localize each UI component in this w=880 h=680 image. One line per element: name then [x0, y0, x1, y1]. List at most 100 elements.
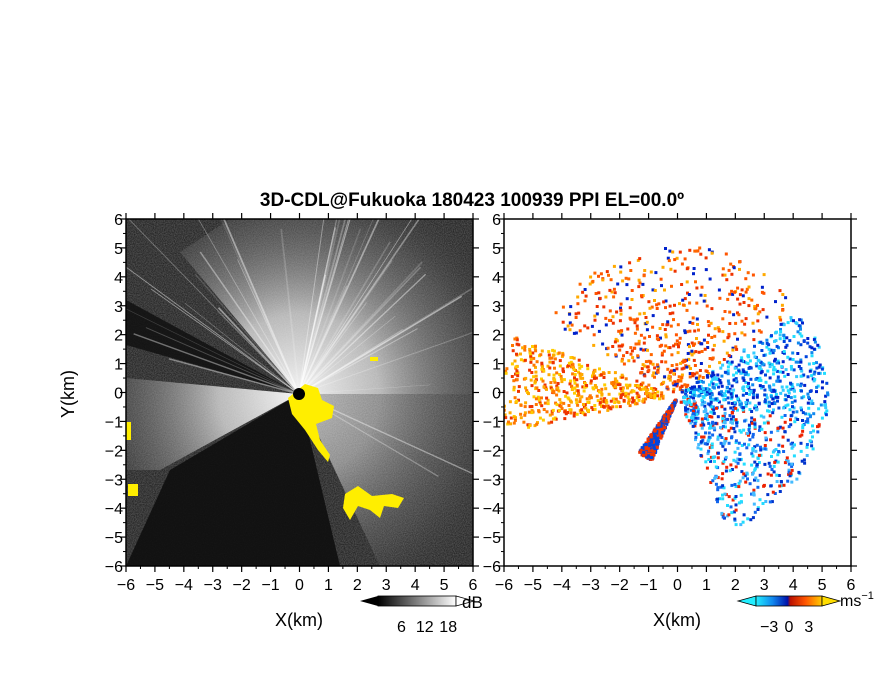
- right-velocity-pixel: [778, 379, 782, 383]
- right-velocity-pixel: [599, 373, 603, 377]
- right-velocity-pixel: [683, 257, 687, 261]
- right-velocity-pixel: [796, 383, 800, 387]
- right-velocity-pixel: [700, 435, 704, 439]
- right-velocity-pixel: [649, 433, 653, 437]
- right-velocity-pixel: [702, 423, 706, 427]
- right-velocity-pixel: [742, 406, 746, 410]
- right-velocity-pixel: [536, 395, 540, 399]
- right-velocity-pixel: [784, 404, 788, 408]
- right-velocity-pixel: [692, 358, 696, 362]
- right-velocity-pixel: [626, 395, 630, 399]
- right-velocity-pixel: [776, 429, 780, 433]
- right-velocity-pixel: [751, 273, 755, 277]
- right-velocity-pixel: [727, 401, 731, 405]
- right-velocity-pixel: [782, 483, 786, 487]
- right-velocity-pixel: [553, 378, 557, 382]
- right-velocity-pixel: [672, 368, 676, 372]
- right-velocity-pixel: [599, 397, 603, 401]
- right-velocity-pixel: [596, 399, 600, 403]
- right-velocity-pixel: [736, 457, 740, 461]
- right-velocity-pixel: [738, 293, 742, 297]
- right-velocity-pixel: [636, 393, 640, 397]
- right-velocity-pixel: [768, 500, 772, 504]
- right-y-tick-label: −1: [483, 414, 501, 431]
- left-x-tick-label: 4: [411, 577, 420, 594]
- right-velocity-pixel: [519, 412, 523, 416]
- right-velocity-pixel: [529, 360, 533, 364]
- right-velocity-pixel: [665, 411, 669, 415]
- right-velocity-pixel: [630, 289, 634, 292]
- right-velocity-pixel: [594, 292, 598, 295]
- right-velocity-pixel: [576, 295, 580, 299]
- right-velocity-pixel: [756, 485, 760, 489]
- right-velocity-pixel: [532, 363, 536, 367]
- right-velocity-pixel: [732, 388, 736, 392]
- right-velocity-pixel: [571, 363, 575, 367]
- right-y-tick-label: 5: [492, 241, 501, 258]
- right-velocity-pixel: [699, 293, 703, 297]
- right-velocity-pixel: [574, 331, 578, 335]
- right-velocity-pixel: [776, 375, 780, 379]
- right-velocity-pixel: [740, 470, 744, 474]
- right-velocity-pixel: [806, 337, 810, 340]
- right-velocity-pixel: [699, 454, 703, 457]
- right-velocity-pixel: [776, 460, 780, 464]
- right-velocity-pixel: [735, 371, 738, 375]
- right-velocity-pixel: [699, 447, 703, 451]
- right-velocity-pixel: [507, 420, 510, 424]
- right-velocity-pixel: [786, 373, 790, 376]
- right-velocity-pixel: [701, 419, 704, 423]
- right-velocity-pixel: [591, 408, 595, 411]
- right-velocity-pixel: [714, 421, 718, 425]
- right-velocity-pixel: [721, 273, 725, 277]
- right-velocity-pixel: [742, 428, 746, 432]
- right-velocity-pixel: [744, 317, 748, 321]
- right-velocity-pixel: [764, 393, 768, 397]
- right-velocity-pixel: [619, 306, 622, 310]
- right-velocity-pixel: [696, 432, 700, 436]
- right-velocity-pixel: [726, 504, 729, 507]
- right-velocity-pixel: [578, 374, 582, 378]
- right-velocity-pixel: [782, 340, 786, 343]
- right-velocity-pixel: [750, 410, 754, 413]
- right-velocity-pixel: [605, 400, 609, 404]
- right-velocity-pixel: [717, 392, 721, 396]
- right-velocity-pixel: [530, 405, 534, 408]
- right-velocity-pixel: [716, 497, 720, 501]
- right-velocity-pixel: [554, 417, 558, 421]
- right-velocity-pixel: [713, 460, 716, 463]
- right-velocity-pixel: [707, 431, 711, 435]
- right-velocity-pixel: [615, 310, 619, 314]
- right-velocity-pixel: [790, 464, 794, 468]
- right-velocity-pixel: [786, 403, 790, 407]
- right-velocity-pixel: [796, 330, 800, 334]
- right-velocity-pixel: [583, 288, 587, 291]
- right-velocity-pixel: [692, 400, 696, 403]
- right-velocity-pixel: [528, 368, 532, 372]
- right-velocity-pixel: [574, 398, 578, 402]
- right-velocity-pixel: [668, 406, 672, 409]
- right-velocity-pixel: [559, 405, 563, 409]
- right-velocity-pixel: [710, 422, 714, 426]
- right-velocity-pixel: [738, 479, 742, 483]
- right-velocity-pixel: [717, 288, 721, 292]
- right-velocity-pixel: [763, 444, 767, 447]
- right-velocity-pixel: [655, 363, 659, 367]
- right-velocity-pixel: [604, 387, 608, 391]
- right-velocity-pixel: [729, 362, 733, 366]
- right-velocity-pixel: [678, 387, 682, 391]
- right-velocity-pixel: [804, 420, 808, 424]
- right-velocity-pixel: [716, 500, 719, 504]
- right-velocity-pixel: [770, 334, 773, 338]
- right-velocity-pixel: [779, 330, 783, 334]
- right-velocity-pixel: [529, 357, 533, 361]
- right-velocity-pixel: [624, 394, 627, 398]
- right-velocity-pixel: [781, 426, 785, 430]
- right-velocity-pixel: [686, 352, 690, 355]
- right-velocity-pixel: [642, 450, 646, 454]
- right-velocity-pixel: [686, 343, 690, 347]
- right-velocity-pixel: [791, 445, 795, 448]
- right-velocity-pixel: [546, 398, 550, 402]
- right-x-tick-label: 0: [673, 577, 682, 594]
